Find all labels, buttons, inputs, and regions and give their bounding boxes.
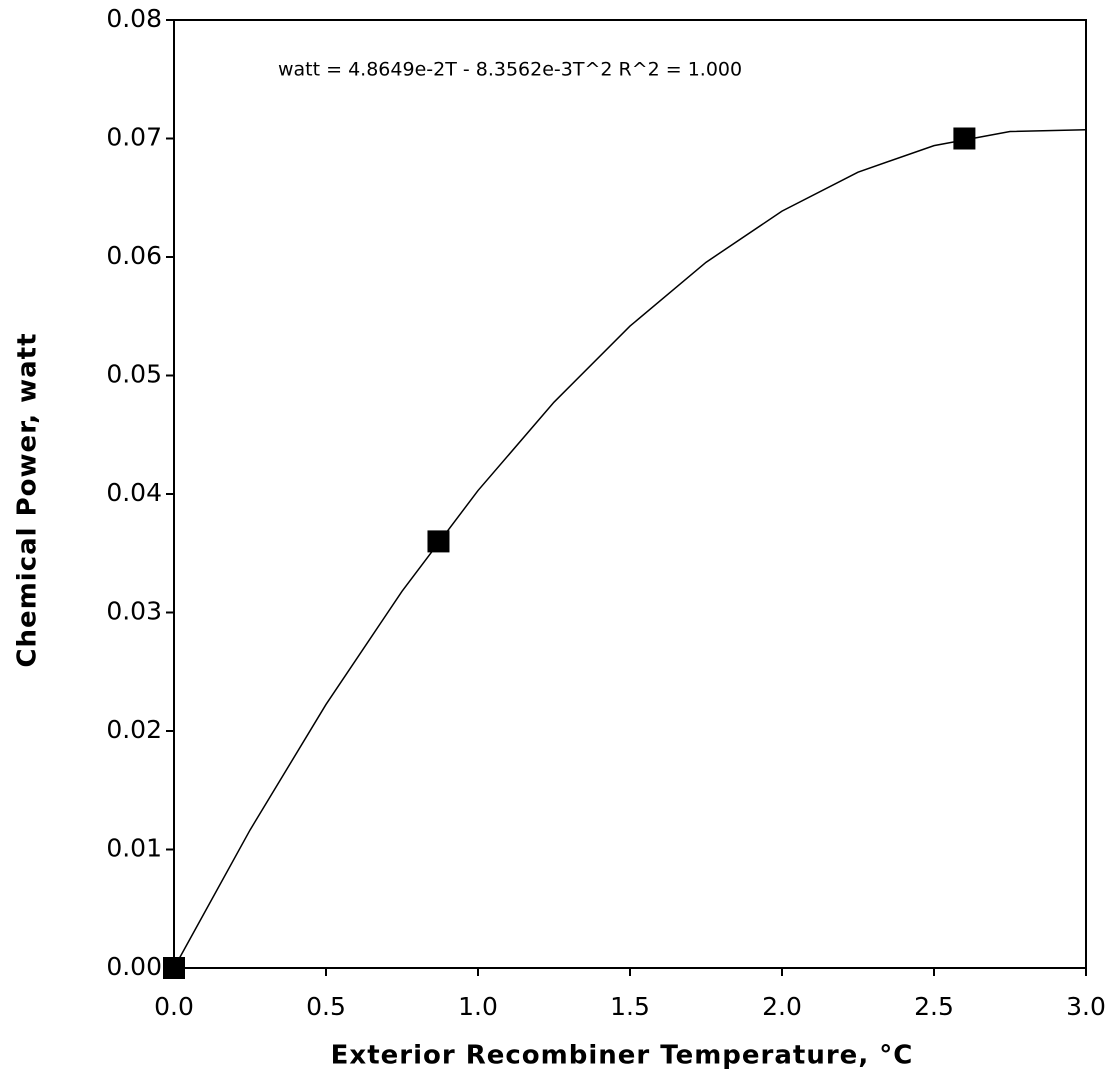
y-axis-label: Chemical Power, watt (13, 332, 43, 667)
y-tick-label: 0.03 (106, 597, 162, 626)
y-tick-label: 0.07 (106, 123, 162, 152)
y-tick-label: 0.02 (106, 715, 162, 744)
x-tick-label: 1.5 (610, 992, 650, 1021)
x-axis-label: Exterior Recombiner Temperature, °C (331, 1041, 914, 1071)
fit-curve (173, 128, 1087, 969)
x-tick-label: 2.5 (914, 992, 954, 1021)
x-tick-label: 0.5 (306, 992, 346, 1021)
x-tick-label: 0.0 (154, 992, 194, 1021)
y-tick-label: 0.06 (106, 241, 162, 270)
x-tick-label: 2.0 (762, 992, 802, 1021)
x-tick-label: 3.0 (1066, 992, 1106, 1021)
y-tick-label: 0.04 (106, 478, 162, 507)
y-tick-label: 0.01 (106, 834, 162, 863)
y-tick-label: 0.00 (106, 952, 162, 981)
plot-frame (173, 19, 1087, 969)
data-point (953, 127, 976, 150)
fit-annotation: watt = 4.8649e-2T - 8.3562e-3T^2 R^2 = 1… (278, 59, 742, 81)
y-tick-label: 0.05 (106, 360, 162, 389)
y-tick-label: 0.08 (106, 4, 162, 33)
x-tick-label: 1.0 (458, 992, 498, 1021)
